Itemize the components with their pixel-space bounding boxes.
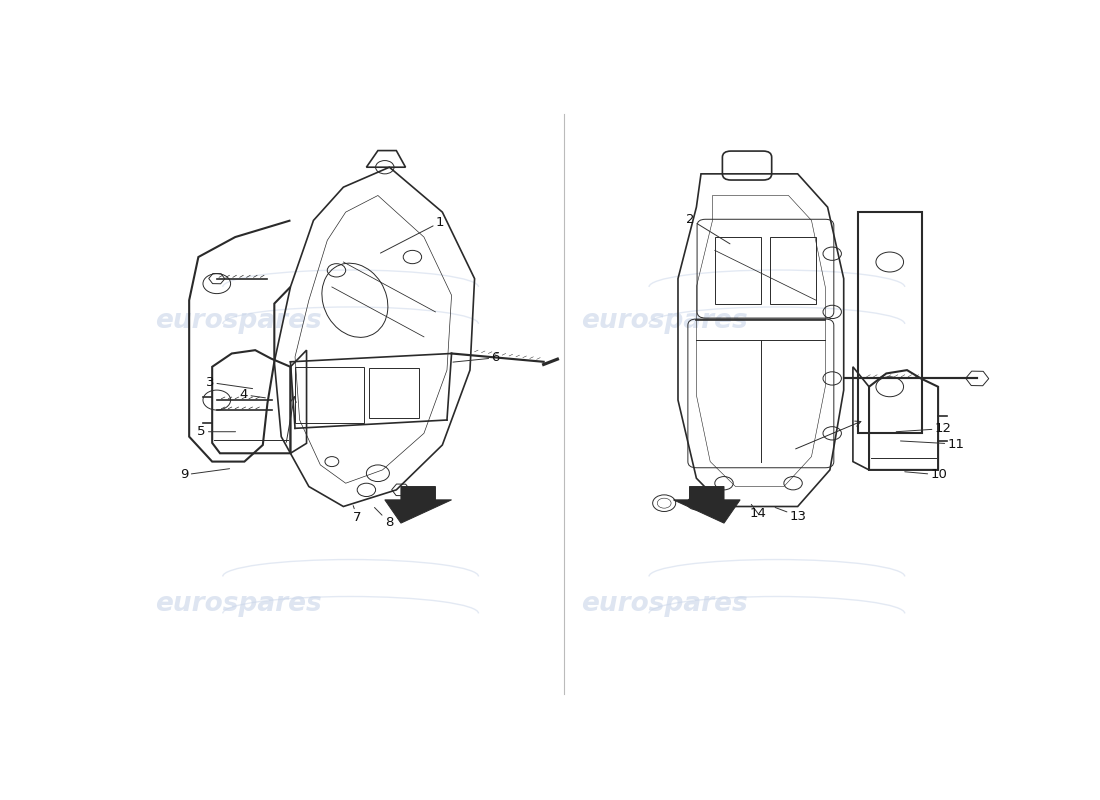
Text: 13: 13 <box>776 507 806 522</box>
Bar <box>295 366 364 423</box>
Text: 6: 6 <box>453 351 499 364</box>
Text: 8: 8 <box>374 507 393 529</box>
Text: 2: 2 <box>685 213 730 244</box>
Bar <box>715 237 761 303</box>
Text: eurospares: eurospares <box>154 591 321 618</box>
Text: 3: 3 <box>206 376 253 389</box>
Text: 5: 5 <box>197 426 235 438</box>
Bar <box>368 369 419 418</box>
Text: eurospares: eurospares <box>581 308 748 334</box>
Text: 9: 9 <box>180 468 230 482</box>
Text: 1: 1 <box>381 216 444 253</box>
Text: 11: 11 <box>901 438 965 450</box>
Text: 14: 14 <box>750 505 767 520</box>
Bar <box>770 237 816 303</box>
Text: 7: 7 <box>353 506 362 525</box>
Polygon shape <box>673 486 740 523</box>
Text: 12: 12 <box>896 422 951 435</box>
Text: 10: 10 <box>904 468 947 482</box>
Polygon shape <box>385 486 452 523</box>
Text: 4: 4 <box>240 388 265 402</box>
Text: eurospares: eurospares <box>581 591 748 618</box>
Text: eurospares: eurospares <box>154 308 321 334</box>
